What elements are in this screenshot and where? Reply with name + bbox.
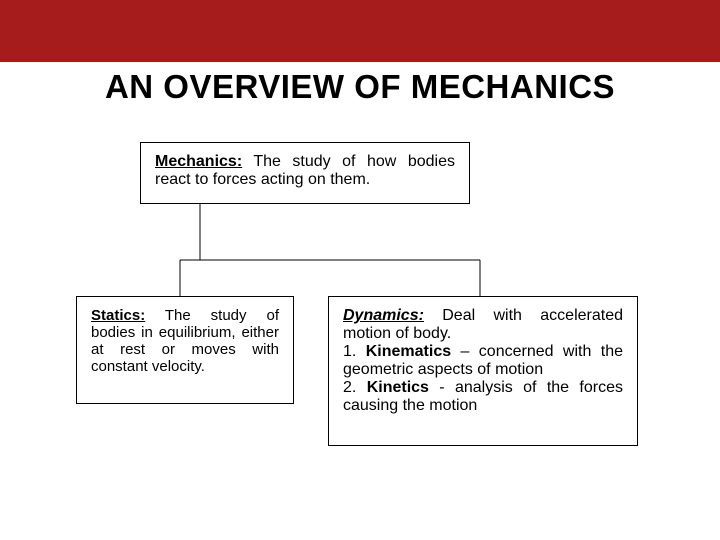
dynamics-item1-num: 1. xyxy=(343,343,366,360)
dynamics-term: Dynamics: xyxy=(343,307,424,324)
statics-term: Statics: xyxy=(91,307,145,324)
child-box-statics: Statics: The study of bodies in equilibr… xyxy=(76,296,294,404)
dynamics-item2-bold: Kinetics xyxy=(367,379,429,396)
dynamics-item2-num: 2. xyxy=(343,379,367,396)
header-band xyxy=(0,0,720,62)
root-term: Mechanics: xyxy=(155,153,242,170)
root-box-mechanics: Mechanics: The study of how bodies react… xyxy=(140,142,470,204)
page-title: AN OVERVIEW OF MECHANICS xyxy=(0,68,720,106)
dynamics-item1-bold: Kinematics xyxy=(366,343,451,360)
child-box-dynamics: Dynamics: Deal with accelerated motion o… xyxy=(328,296,638,446)
